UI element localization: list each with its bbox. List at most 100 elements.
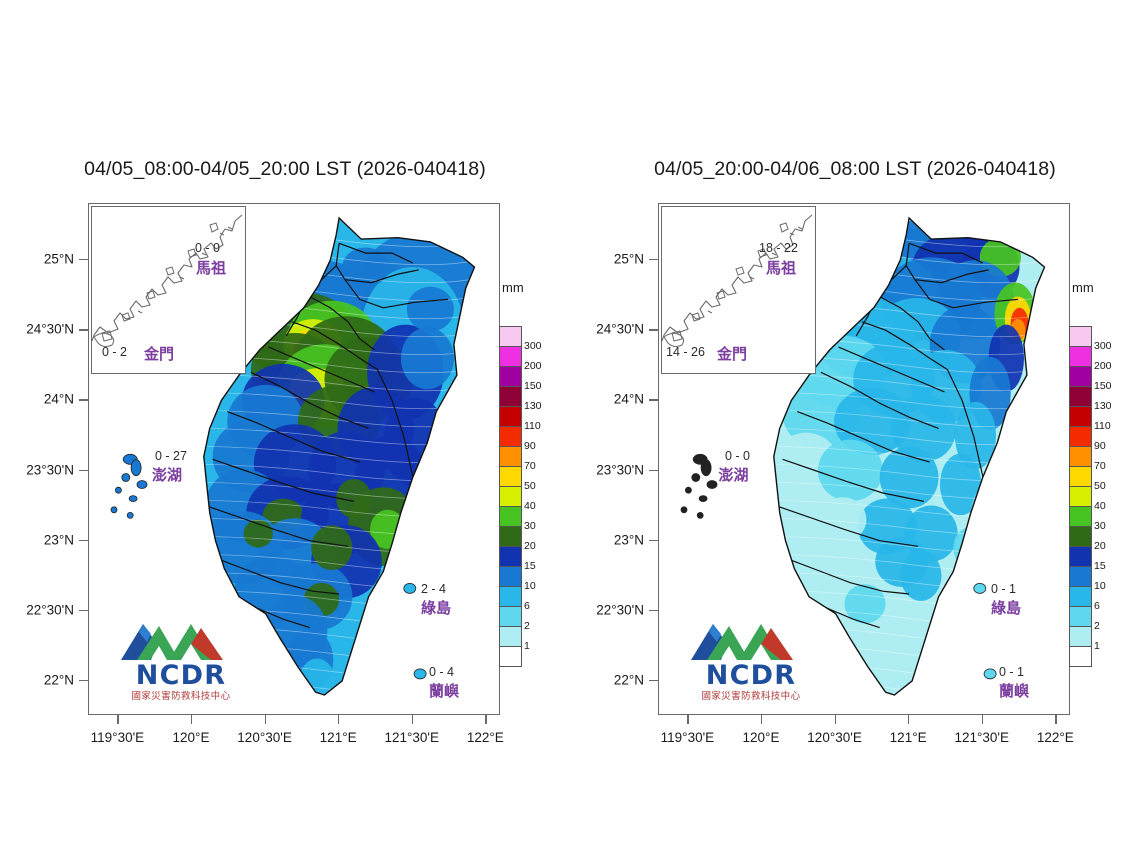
lon-tick-label: 121°E xyxy=(319,730,357,745)
green-island-shape xyxy=(973,582,987,594)
map-frame-left[interactable]: 0 - 0 馬祖 0 - 2 金門 0 - 27 澎湖 2 - 4 綠島 0 -… xyxy=(88,203,500,715)
lat-tick xyxy=(79,609,88,612)
county-boundary xyxy=(338,242,413,264)
ncdr-mountain-icon xyxy=(121,624,223,660)
colorbar-swatch: 6 xyxy=(1070,586,1100,612)
penghu-value-left: 0 - 27 xyxy=(155,449,187,463)
county-boundary xyxy=(782,458,925,502)
taiwan-rainfall-map xyxy=(680,216,1046,696)
county-boundary xyxy=(820,371,939,429)
lanyu-name-right: 蘭嶼 xyxy=(999,683,1030,700)
taiwan-coastline xyxy=(773,216,1046,696)
colorbar-tick-label: 70 xyxy=(1094,460,1106,472)
orchid-island-shape xyxy=(413,668,427,680)
lat-tick xyxy=(79,679,88,682)
rainfall-contour-blob xyxy=(406,286,454,332)
lat-tick xyxy=(649,329,658,331)
lat-tick-label: 24°N xyxy=(43,391,74,407)
inset-matsu-name-right: 馬祖 xyxy=(766,260,797,277)
county-boundary xyxy=(212,458,355,502)
lat-tick xyxy=(649,679,658,682)
ncdr-subtitle-left: 國家災害防救科技中心 xyxy=(131,691,231,702)
colorbar-tick-label: 30 xyxy=(1094,520,1106,532)
colorbar-swatch: 130 xyxy=(500,386,542,412)
colorbar-swatch: 15 xyxy=(500,546,536,572)
green-island-shape xyxy=(403,582,417,594)
colorbar-swatch: 1 xyxy=(500,626,530,652)
colorbar-tick-label: 200 xyxy=(524,360,542,372)
penghu-name-left: 澎湖 xyxy=(151,467,182,484)
colorbar-tick-label: 1 xyxy=(524,640,530,652)
colorbar-left: mm 300 200 150 130 110 90 70 50 40 30 20 15 10 6 2 1 xyxy=(496,280,566,680)
colorbar-tick-label: 150 xyxy=(524,380,542,392)
township-boundary xyxy=(203,265,475,284)
inset-kinmen-name-right: 金門 xyxy=(717,346,748,363)
rainfall-contour-blob xyxy=(311,525,353,571)
lat-tick-label: 25°N xyxy=(613,251,644,267)
lvdao-name-left: 綠島 xyxy=(421,600,452,617)
colorbar-swatch: 130 xyxy=(1070,386,1112,412)
colorbar-swatch: 40 xyxy=(500,486,536,512)
colorbar-swatch: 10 xyxy=(1070,566,1106,592)
county-boundary xyxy=(797,411,930,463)
colorbar-units-right: mm xyxy=(1072,280,1094,295)
taiwan-rainfall-map xyxy=(110,216,476,696)
lon-tick-label: 120°30'E xyxy=(237,730,292,745)
county-boundary xyxy=(905,243,989,284)
lon-tick xyxy=(485,715,487,724)
ncdr-logo-left: NCDR 國家災害防救科技中心 xyxy=(117,616,245,704)
township-boundary xyxy=(773,247,1045,266)
penghu-islet xyxy=(121,473,131,482)
colorbar-tick-label: 50 xyxy=(524,480,536,492)
penghu-islet xyxy=(136,480,148,489)
colorbar-swatch: 150 xyxy=(1070,366,1112,392)
colorbar-tick-label: 6 xyxy=(524,600,530,612)
lat-tick xyxy=(79,539,88,541)
county-boundary xyxy=(838,346,945,393)
lat-tick-label: 22°30'N xyxy=(26,602,74,618)
lat-tick-label: 24°N xyxy=(613,391,644,407)
map-frame-right[interactable]: 18 - 22 馬祖 14 - 26 金門 0 - 0 澎湖 0 - 1 綠島 … xyxy=(658,203,1070,715)
colorbar-swatch: 20 xyxy=(1070,526,1106,552)
taiwan-coastline xyxy=(203,216,476,696)
colorbar-tick-label: 2 xyxy=(1094,620,1100,632)
colorbar-tick-label: 10 xyxy=(1094,580,1106,592)
penghu-islet xyxy=(691,473,701,482)
penghu-islet xyxy=(684,486,692,494)
colorbar-swatch: 50 xyxy=(500,466,536,492)
penghu-islet xyxy=(700,459,712,477)
colorbar-swatch: 2 xyxy=(1070,606,1100,632)
lat-tick xyxy=(649,539,658,541)
county-boundary xyxy=(779,506,919,547)
lon-tick-label: 122°E xyxy=(1036,730,1074,745)
colorbar-tick-label: 90 xyxy=(524,440,536,452)
inset-matsu-value-right: 18 - 22 xyxy=(759,241,798,255)
rainfall-contour-blob xyxy=(954,401,996,470)
colorbar-tick-label: 40 xyxy=(524,500,536,512)
county-boundary xyxy=(250,371,369,429)
county-boundary xyxy=(791,559,910,595)
lat-tick xyxy=(79,469,88,471)
lanyu-value-left: 0 - 4 xyxy=(429,665,455,679)
township-boundary xyxy=(203,247,475,266)
colorbar-tick-label: 20 xyxy=(1094,540,1106,552)
penghu-islet xyxy=(696,511,704,519)
colorbar-tick-label: 110 xyxy=(524,420,541,432)
lon-tick xyxy=(117,715,119,724)
rainfall-panel-right: 04/05_20:00-04/06_08:00 LST (2026-040418… xyxy=(570,0,1140,855)
colorbar-tick-label: 1 xyxy=(1094,640,1100,652)
colorbar-swatch: 1 xyxy=(1070,626,1100,652)
inset-matsu-name-left: 馬祖 xyxy=(196,260,227,277)
lvdao-value-right: 0 - 1 xyxy=(991,582,1017,596)
colorbar-swatch: 2 xyxy=(500,606,530,632)
colorbar-swatch: 70 xyxy=(500,446,536,472)
lat-tick-label: 22°N xyxy=(613,672,644,688)
colorbar-swatch: 110 xyxy=(500,406,541,432)
penghu-islet xyxy=(128,495,138,503)
rainfall-contour-blob xyxy=(891,394,957,463)
colorbar-tick-label: 300 xyxy=(1094,340,1112,352)
colorbar-right: mm 300 200 150 130 110 90 70 50 40 30 20 15 10 6 2 1 xyxy=(1066,280,1136,680)
ncdr-logo-right: NCDR 國家災害防救科技中心 xyxy=(687,616,815,704)
colorbar-swatch: 200 xyxy=(500,346,542,372)
